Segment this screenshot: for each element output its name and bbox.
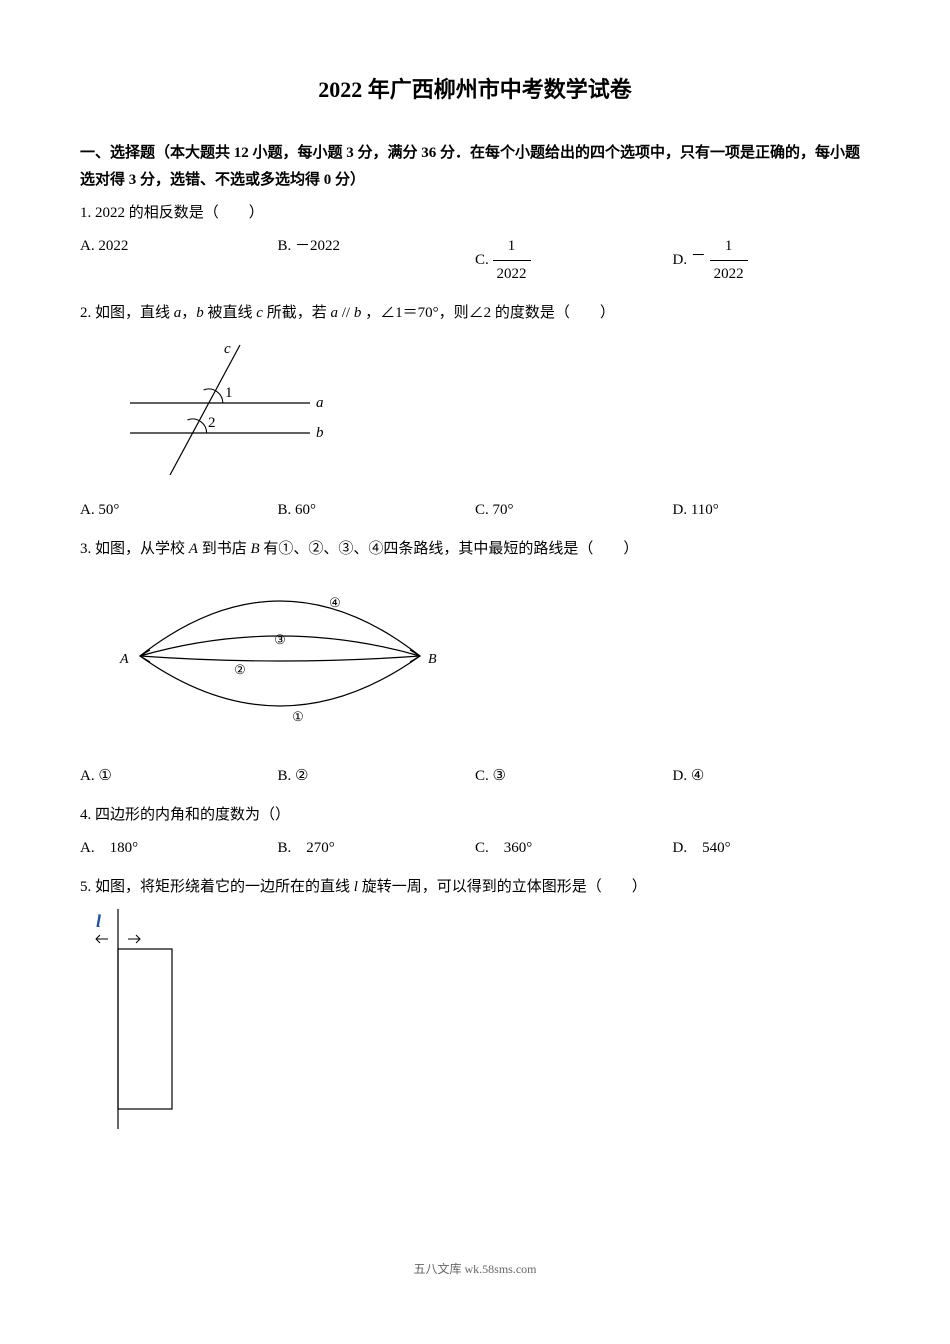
text-part: 被直线: [204, 305, 257, 321]
svg-text:①: ①: [292, 709, 304, 724]
question-3: 3. 如图，从学校 A 到书店 B 有①、②、③、④四条路线，其中最短的路线是（…: [80, 536, 870, 790]
option-label: B.: [278, 238, 296, 254]
q3-option-c: C. ③: [475, 763, 673, 790]
denominator: 2022: [493, 261, 531, 288]
var-b: B: [250, 541, 259, 557]
q2-option-a: A. 50°: [80, 497, 278, 524]
option-value: 2022: [310, 238, 340, 254]
svg-text:2: 2: [208, 415, 216, 431]
minus-sign: －: [691, 248, 706, 264]
text-part: 2. 如图，直线: [80, 305, 174, 321]
page-footer: 五八文库 wk.58sms.com: [80, 1259, 870, 1281]
text-part: 所截，若: [263, 305, 331, 321]
page-title: 2022 年广西柳州市中考数学试卷: [80, 70, 870, 110]
question-5: 5. 如图，将矩形绕着它的一边所在的直线 l 旋转一周，可以得到的立体图形是（ …: [80, 874, 870, 1139]
svg-text:c: c: [224, 341, 231, 357]
numerator: 1: [710, 233, 748, 261]
q1-option-a: A. 2022: [80, 233, 278, 288]
option-value: 2022: [98, 238, 128, 254]
option-label: C.: [475, 252, 493, 268]
question-4: 4. 四边形的内角和的度数为（） A. 180° B. 270° C. 360°…: [80, 802, 870, 862]
q2-option-b: B. 60°: [278, 497, 476, 524]
question-1: 1. 2022 的相反数是（ ） A. 2022 B. －2022 C. 1 2…: [80, 200, 870, 288]
section-1-header: 一、选择题（本大题共 12 小题，每小题 3 分，满分 36 分．在每个小题给出…: [80, 140, 870, 194]
text-part: ，: [181, 305, 196, 321]
fraction: 1 2022: [710, 233, 748, 288]
q3-option-a: A. ①: [80, 763, 278, 790]
q4-option-d: D. 540°: [673, 835, 871, 862]
q2-figure: c 12 ab: [110, 335, 870, 485]
q1-option-c: C. 1 2022: [475, 233, 673, 288]
question-2: 2. 如图，直线 a，b 被直线 c 所截，若 a // b ，∠1＝70°，则…: [80, 300, 870, 524]
text-part: ，∠1＝70°，则∠2 的度数是（ ）: [361, 305, 615, 321]
q4-option-b: B. 270°: [278, 835, 476, 862]
svg-text:A: A: [119, 652, 129, 667]
q3-figure: ① ② ③ ④ A B: [110, 571, 870, 751]
q3-option-d: D. ④: [673, 763, 871, 790]
numerator: 1: [493, 233, 531, 261]
q1-option-d: D. － 1 2022: [673, 233, 871, 288]
option-label: A.: [80, 238, 98, 254]
q3-option-b: B. ②: [278, 763, 476, 790]
svg-text:②: ②: [234, 662, 246, 677]
parallel-lines-diagram: c 12 ab: [110, 335, 330, 475]
denominator: 2022: [710, 261, 748, 288]
q4-option-c: C. 360°: [475, 835, 673, 862]
question-2-text: 2. 如图，直线 a，b 被直线 c 所截，若 a // b ，∠1＝70°，则…: [80, 300, 870, 327]
var-a: a: [330, 305, 338, 321]
svg-text:1: 1: [225, 385, 233, 401]
q2-option-d: D. 110°: [673, 497, 871, 524]
svg-text:B: B: [428, 652, 437, 667]
question-3-options: A. ① B. ② C. ③ D. ④: [80, 763, 870, 790]
q2-option-c: C. 70°: [475, 497, 673, 524]
rotation-diagram: l: [90, 909, 190, 1129]
var-c: c: [256, 305, 263, 321]
var-b: b: [196, 305, 204, 321]
text-part: 旋转一周，可以得到的立体图形是（ ）: [358, 879, 647, 895]
text-part: 有①、②、③、④四条路线，其中最短的路线是（ ）: [260, 541, 639, 557]
question-1-text: 1. 2022 的相反数是（ ）: [80, 200, 870, 227]
fraction: 1 2022: [493, 233, 531, 288]
svg-text:l: l: [96, 911, 101, 931]
var-a: A: [189, 541, 198, 557]
routes-diagram: ① ② ③ ④ A B: [110, 571, 450, 741]
q4-option-a: A. 180°: [80, 835, 278, 862]
svg-text:b: b: [316, 425, 324, 441]
option-label: D.: [673, 252, 691, 268]
text-part: 5. 如图，将矩形绕着它的一边所在的直线: [80, 879, 354, 895]
svg-text:④: ④: [329, 595, 341, 610]
q5-figure: l: [90, 909, 870, 1139]
svg-text:③: ③: [274, 632, 286, 647]
text-part: 3. 如图，从学校: [80, 541, 189, 557]
question-3-text: 3. 如图，从学校 A 到书店 B 有①、②、③、④四条路线，其中最短的路线是（…: [80, 536, 870, 563]
parallel-symbol: //: [338, 305, 354, 321]
text-part: 到书店: [198, 541, 251, 557]
question-2-options: A. 50° B. 60° C. 70° D. 110°: [80, 497, 870, 524]
question-5-text: 5. 如图，将矩形绕着它的一边所在的直线 l 旋转一周，可以得到的立体图形是（ …: [80, 874, 870, 901]
question-4-options: A. 180° B. 270° C. 360° D. 540°: [80, 835, 870, 862]
question-4-text: 4. 四边形的内角和的度数为（）: [80, 802, 870, 829]
q1-option-b: B. －2022: [278, 233, 476, 288]
svg-text:a: a: [316, 395, 324, 411]
question-1-options: A. 2022 B. －2022 C. 1 2022 D. － 1 2022: [80, 233, 870, 288]
minus-sign: －: [295, 238, 310, 254]
